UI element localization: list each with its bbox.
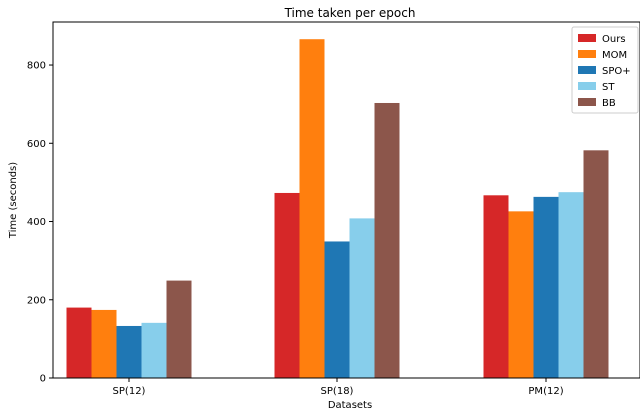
bar-ours-pm12 bbox=[483, 195, 509, 378]
y-tick-label: 800 bbox=[27, 61, 46, 72]
legend-swatch bbox=[578, 66, 596, 74]
bar-spo-sp12 bbox=[116, 325, 142, 378]
x-tick-label: PM(12) bbox=[528, 386, 563, 397]
bar-mom-pm12 bbox=[508, 211, 534, 378]
bar-spo-pm12 bbox=[533, 196, 559, 378]
bar-bb-pm12 bbox=[583, 150, 609, 378]
bars-group bbox=[66, 39, 609, 378]
x-axis-title: Datasets bbox=[328, 400, 372, 410]
bar-ours-sp18 bbox=[274, 192, 300, 378]
x-tick-label: SP(12) bbox=[113, 386, 146, 397]
y-tick-label: 400 bbox=[27, 217, 46, 228]
legend: Ours MOM SPO+ ST BB bbox=[571, 26, 639, 114]
legend-label: Ours bbox=[602, 34, 626, 45]
legend-swatch bbox=[578, 98, 596, 106]
legend-swatch bbox=[578, 50, 596, 58]
legend-label: ST bbox=[602, 82, 615, 93]
bar-mom-sp18 bbox=[299, 39, 325, 378]
bar-spo-sp18 bbox=[324, 241, 350, 378]
bar-bb-sp12 bbox=[166, 280, 192, 378]
y-tick-label: 600 bbox=[27, 139, 46, 150]
y-axis-title: Time (seconds) bbox=[8, 162, 19, 239]
y-axis-ticks: 0 200 400 600 800 bbox=[27, 61, 53, 385]
bar-st-pm12 bbox=[558, 192, 584, 378]
plot-frame bbox=[52, 21, 640, 379]
x-tick-label: SP(18) bbox=[321, 386, 354, 397]
bar-bb-sp18 bbox=[374, 102, 400, 378]
legend-label: BB bbox=[602, 98, 616, 109]
y-tick-label: 200 bbox=[27, 295, 46, 306]
bar-st-sp18 bbox=[349, 218, 375, 378]
bar-st-sp12 bbox=[141, 322, 167, 378]
chart-title: Time taken per epoch bbox=[284, 6, 416, 20]
y-tick-label: 0 bbox=[40, 374, 46, 385]
legend-box bbox=[571, 26, 639, 114]
legend-swatch bbox=[578, 34, 596, 42]
bar-mom-sp12 bbox=[91, 309, 117, 378]
legend-swatch bbox=[578, 82, 596, 90]
bar-ours-sp12 bbox=[66, 307, 92, 378]
legend-label: SPO+ bbox=[602, 66, 631, 77]
legend-label: MOM bbox=[602, 50, 627, 61]
x-axis-ticks: SP(12) SP(18) PM(12) bbox=[113, 378, 564, 397]
